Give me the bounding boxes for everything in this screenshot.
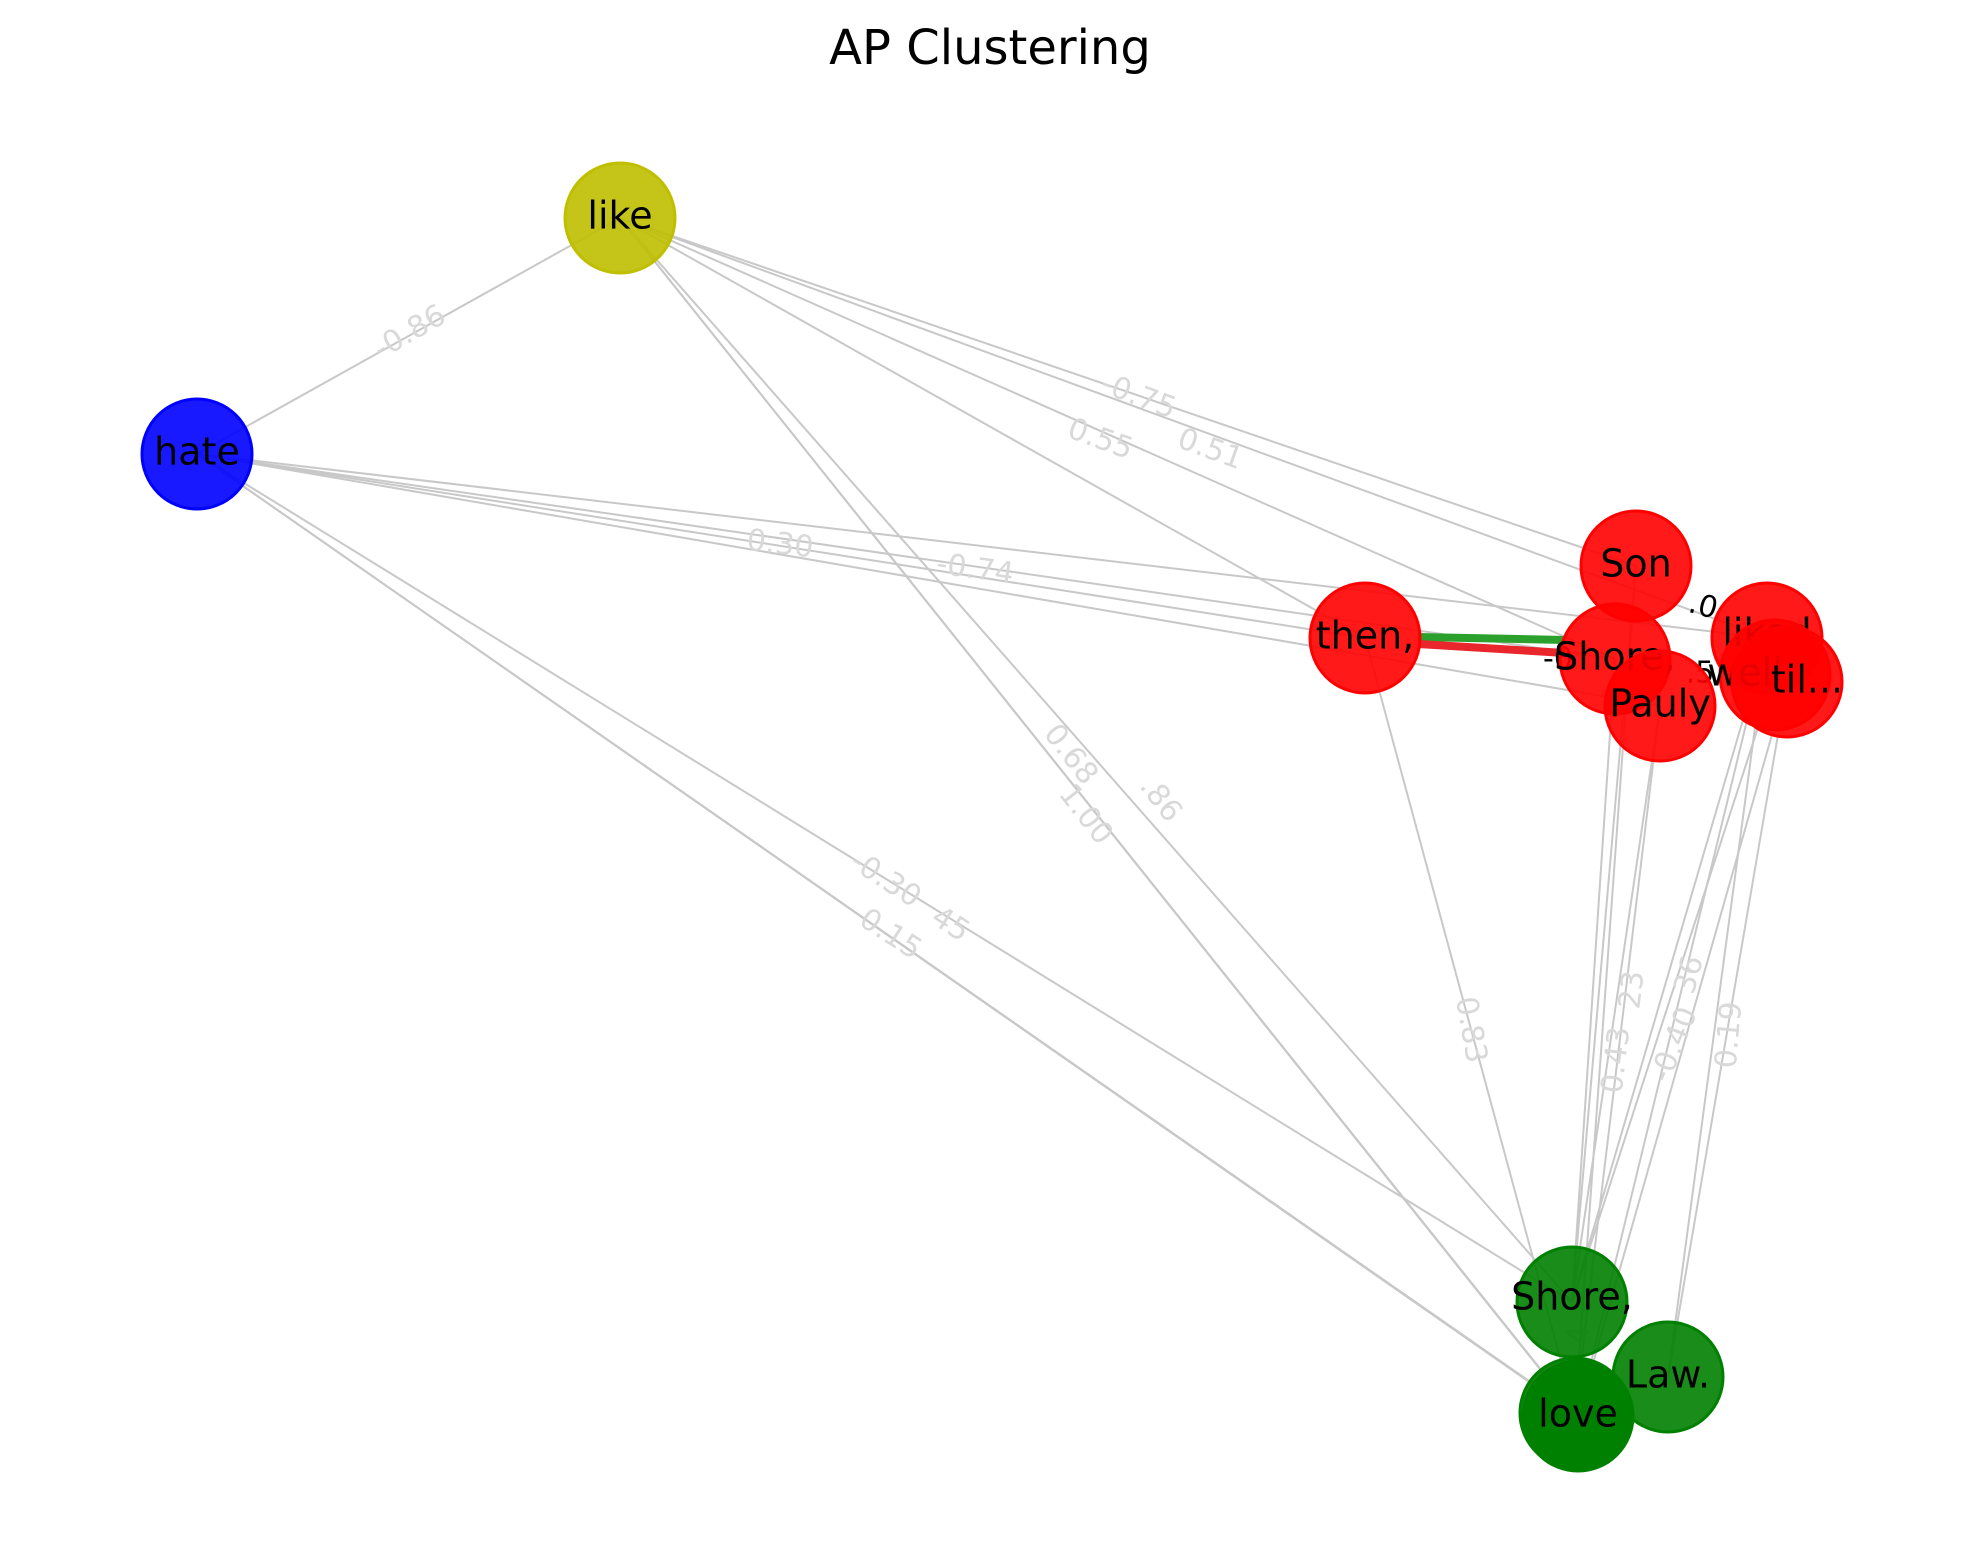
edge-label: 0.15 [853,901,928,967]
edge-like-son [619,217,1637,567]
edge-labels-layer: -0.86-0.750.55 0.510.30-0.740.68.861.00-0… [367,298,1749,1345]
highlight-edge-red [1417,640,1566,657]
edge-like-shore_g [619,217,1573,1303]
edge-hate-shore_g [196,453,1573,1303]
node-label: hate [154,430,240,474]
edge-til-law [1667,681,1788,1378]
node-law[interactable]: Law. [1611,1320,1725,1434]
node-then[interactable]: then, [1308,581,1422,695]
edge-label: 23 [1612,969,1651,1011]
edge-label: -0.40 [1643,1002,1705,1087]
node-circle[interactable] [1603,649,1717,763]
edge-like-shore_r [619,217,1616,660]
node-label: Pauly [1609,682,1711,726]
edges-layer [196,217,1788,1417]
edge-hate-liked [196,453,1768,639]
node-label: Law. [1626,1353,1710,1397]
edge-label: -0.75 [1096,366,1181,426]
edge-hate-then [196,453,1366,639]
node-hate[interactable]: hate [140,397,254,511]
node-circle[interactable] [140,397,254,511]
edge-like-hate [196,217,621,455]
node-label: Son [1600,542,1671,586]
node-label: Shore, [1511,1275,1633,1319]
edge-like-love [619,217,1579,1417]
edge-label: -0.86 [367,298,452,367]
node-label: love [1538,1392,1618,1436]
edge-label: 0.30 [745,523,816,566]
edge-label: 0.55 [1063,411,1138,467]
edge-label: 0.68 [1036,717,1105,791]
edge-label: 0.19 [1709,1000,1750,1070]
node-circle[interactable] [563,161,677,275]
highlight-edges-layer [1417,633,1566,657]
node-son[interactable]: Son [1579,509,1693,623]
edge-label: -0.30 [843,843,927,915]
edge-label: -0.74 [934,546,1016,591]
edge-hate-pauly_r [196,453,1661,707]
edge-like-then [619,217,1366,639]
node-label: then, [1316,614,1415,658]
node-circle[interactable] [1730,625,1844,739]
node-label: like [587,194,652,238]
edge-pauly_r-shore_g [1571,705,1661,1303]
chart-title: AP Clustering [829,20,1151,76]
edge-liked-shore_g [1571,637,1768,1303]
node-love[interactable]: love [1521,1359,1635,1473]
edge-well-shore_g [1571,674,1776,1303]
node-circle[interactable] [1521,1359,1635,1473]
edge-like-liked [619,217,1768,639]
edge-label: 0.83 [1448,994,1494,1066]
edge-liked-law [1667,637,1768,1378]
edge-label: .86 [1132,770,1189,829]
edge-label: 1.00 [1051,777,1120,851]
node-til[interactable]: til... [1730,625,1844,739]
highlight-edge-green [1417,633,1566,644]
edge-hate-love [196,453,1579,1417]
node-shore_g[interactable]: Shore, [1511,1245,1633,1359]
node-label: til... [1771,658,1843,702]
node-pauly_r[interactable]: Pauly [1603,649,1717,763]
edge-label: 0.43 [1595,1025,1638,1096]
nodes-layer: likehateSonthen,Shore,Paulylikedwelltil.… [140,161,1844,1473]
node-like[interactable]: like [563,161,677,275]
node-circle[interactable] [1308,581,1422,695]
edge-shore_r-shore_g [1571,658,1616,1303]
